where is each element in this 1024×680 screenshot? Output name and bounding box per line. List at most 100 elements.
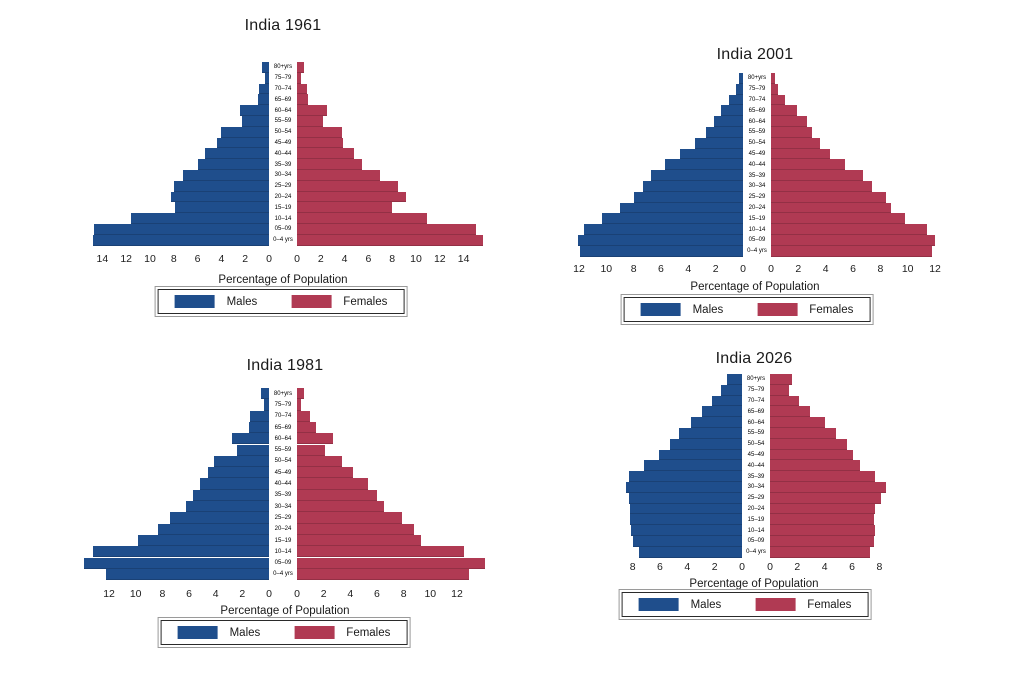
x-axis-label-1961: Percentage of Population [218,274,348,286]
x-tick-male: 6 [658,263,664,275]
bar-female-3034 [297,170,381,181]
bar-male-4044 [199,478,269,490]
age-group-label: 70–74 [747,398,765,404]
x-tick-male: 10 [144,253,156,265]
legend-1961: Males Females [154,286,408,317]
x-tick-female: 2 [795,263,802,275]
bar-male-2529 [170,512,269,524]
age-group-label: 05–09 [747,538,765,545]
bar-female-0509 [297,557,485,569]
bar-male-7074 [250,410,269,422]
x-tick-male: 8 [159,588,166,600]
age-group-label: 0–4 yrs [273,237,293,244]
bar-male-7579 [265,72,269,84]
bar-male-4549 [658,449,742,461]
bar-male-6064 [231,433,269,445]
bar-female-6569 [771,105,797,117]
age-group-label: 25–29 [274,514,292,521]
age-group-label: 65–69 [274,424,292,431]
bar-male-0509 [83,557,269,569]
age-group-label: 75–79 [747,387,765,394]
age-group-label: 65–69 [748,107,766,114]
bar-female-04 [297,234,483,246]
bar-female-2024 [297,191,407,203]
bar-male-6569 [721,105,743,117]
bar-female-6569 [297,94,308,106]
bar-female-2529 [771,191,886,203]
females-swatch-icon [755,598,796,611]
bar-female-3539 [297,159,363,170]
age-group-label: 45–49 [747,452,765,458]
bar-male-2529 [633,191,743,203]
x-axis-label-1981: Percentage of Population [220,605,350,617]
bar-female-2024 [770,503,876,515]
age-group-label: 10–14 [274,215,292,222]
bar-male-1014 [130,213,269,224]
age-group-label: 40–44 [748,161,766,168]
bar-female-6064 [770,417,825,428]
bar-male-6569 [249,421,269,434]
x-tick-male: 8 [630,263,637,275]
x-tick-female: 4 [822,263,829,275]
x-tick-female: 10 [424,588,437,600]
age-group-label: 15–19 [274,537,292,544]
bar-male-5054 [669,438,742,450]
x-tick-female: 6 [849,561,855,573]
x-tick-male: 2 [239,588,246,600]
bar-female-04 [297,568,469,581]
bar-female-4044 [297,478,368,490]
males-swatch-icon [638,598,679,611]
bar-female-1519 [297,534,421,547]
age-group-label: 15–19 [274,204,292,211]
chart-title-2001: India 2001 [716,46,794,63]
age-group-label: 50–54 [274,129,292,136]
bar-female-5054 [771,137,821,149]
bar-male-6569 [702,406,742,418]
x-tick-male: 4 [684,561,691,573]
x-tick-female: 12 [929,263,941,275]
age-group-label: 80+yrs [746,376,766,383]
age-group-label: 10–14 [274,548,292,555]
age-group-label: 20–24 [274,526,292,533]
age-group-label: 25–29 [748,194,766,201]
bar-male-4549 [680,148,743,160]
bar-male-04 [106,568,269,581]
age-group-label: 75–79 [748,86,766,93]
age-group-label: 05–09 [274,560,292,567]
bar-male-4044 [204,148,269,160]
x-tick-female: 8 [876,561,883,573]
x-tick-male: 4 [212,588,219,600]
age-group-label: 35–39 [274,492,292,499]
bar-male-1014 [93,546,269,558]
bar-male-04 [639,546,742,558]
bar-female-4549 [297,137,344,149]
age-group-label: 70–74 [274,86,292,92]
bar-male-80+ [726,374,742,385]
bar-female-7074 [297,410,311,422]
males-swatch-icon [177,626,218,639]
bar-male-1014 [584,224,743,235]
males-swatch-icon [640,303,681,316]
x-tick-female: 2 [317,253,324,265]
x-tick-female: 0 [767,561,773,573]
bar-male-4044 [665,159,743,171]
x-tick-female: 6 [850,263,856,275]
x-tick-male: 0 [739,561,745,573]
bar-female-0509 [770,536,874,547]
bar-male-0509 [577,235,743,246]
age-group-label: 30–34 [274,172,292,179]
age-group-label: 10–14 [748,226,766,233]
x-tick-male: 0 [266,588,272,600]
females-legend-label: Females [343,295,388,308]
bar-male-2529 [173,180,269,192]
x-axis-label-2001: Percentage of Population [690,281,820,293]
age-group-label: 45–49 [274,469,292,476]
age-group-label: 15–19 [748,215,766,222]
age-group-label: 60–64 [274,435,292,442]
age-group-label: 30–34 [748,183,766,190]
bar-female-4549 [770,449,854,461]
age-group-label: 50–54 [274,458,292,465]
x-tick-female: 8 [389,253,396,265]
x-tick-male: 8 [170,253,177,265]
females-legend-label: Females [346,626,391,639]
